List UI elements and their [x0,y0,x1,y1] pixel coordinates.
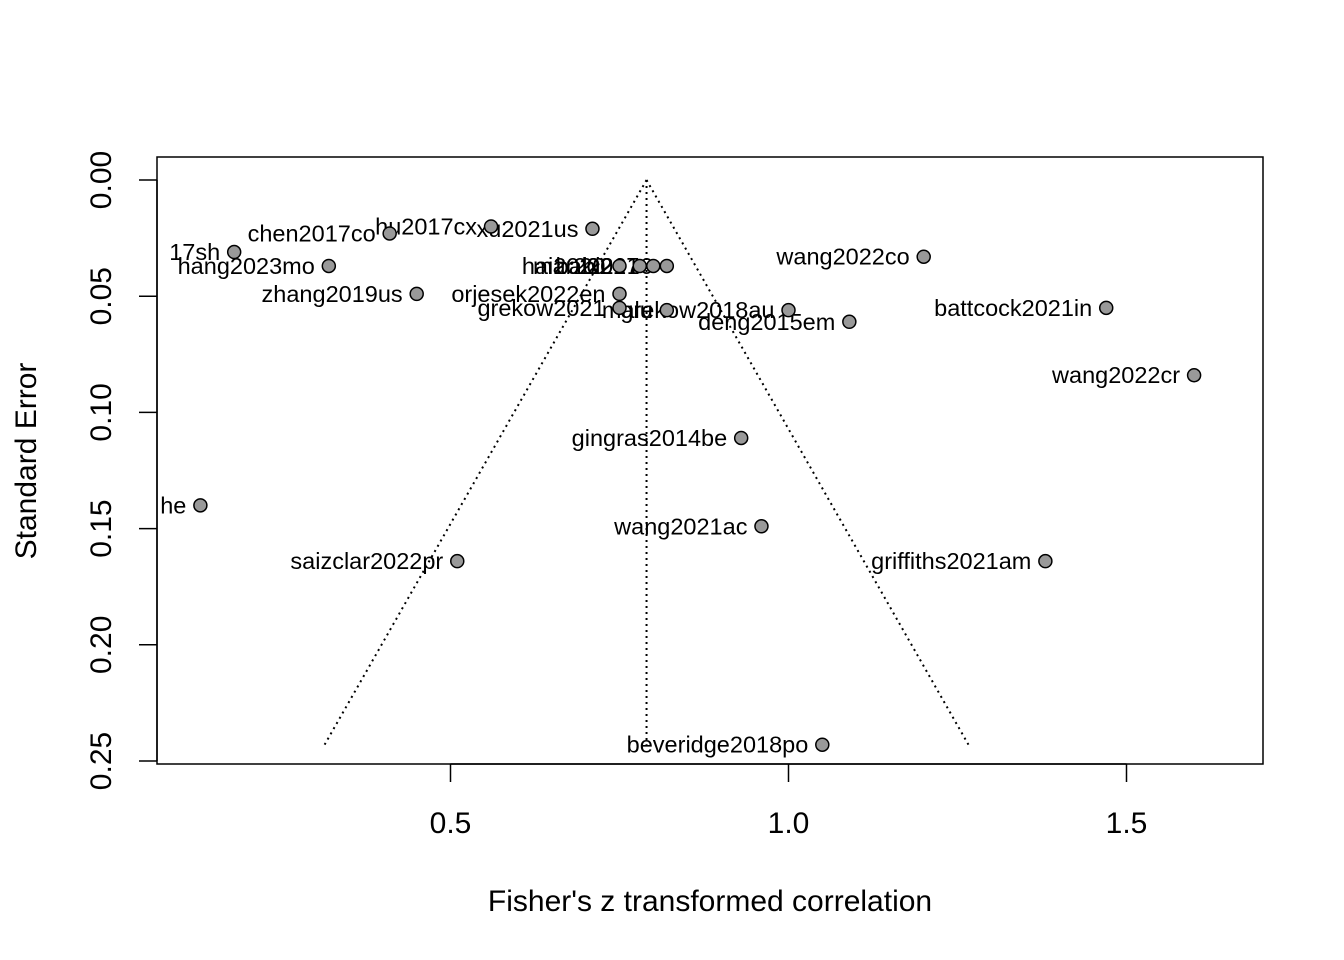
point-label: hang2023mo [178,253,315,279]
point-label: chen2017co [248,220,376,246]
data-point [585,221,600,237]
point-label: mar2021 [533,253,626,279]
data-point [226,244,242,260]
point-label: deng2015em [698,309,835,335]
data-point [646,258,661,274]
data-point [1098,300,1114,316]
data-point [842,314,857,330]
point-label: grekow2021 [477,295,605,321]
point-label: saizclar2022pr [290,548,443,574]
data-point [382,226,397,241]
data-point [781,302,796,318]
y-axis: 0.00 0.05 0.10 0.15 0.20 0.25 [85,151,158,790]
x-tick-label: 1.5 [1106,807,1148,840]
point-label: wang2021ac [613,513,748,539]
data-point [612,258,627,274]
point-label: malu [602,297,653,323]
x-axis: 0.5 1.0 1.5 [430,763,1148,840]
point-label: wang2022cr [1051,362,1180,388]
y-tick-label: 0.00 [85,151,118,209]
data-point [916,249,931,264]
y-tick-label: 0.15 [85,499,118,557]
plot-area: xu2021ushu2017cxchen2017co17shhang2023mo… [160,179,1202,758]
data-point [450,553,465,569]
point-label: grekow2018au [620,297,774,323]
point-label: zhang2019us [262,281,403,307]
data-point [659,302,675,318]
point-label: he [160,492,186,518]
point-label: 17sh [169,239,220,265]
x-tick-label: 0.5 [430,807,472,840]
funnel-right-line [645,179,970,746]
data-point [754,519,769,534]
point-label: gingras2014be [572,425,728,451]
data-point [1038,553,1053,569]
point-label: griffiths2021am [871,548,1031,574]
point-label: hai2020 [522,253,606,279]
y-tick-label: 0.05 [85,267,118,325]
data-point [733,430,749,446]
data-point [1186,367,1202,383]
data-point [409,286,424,302]
data-point [612,300,627,316]
y-tick-label: 0.20 [85,616,118,674]
data-point [632,258,648,274]
data-point [612,286,627,302]
point-label: orjesek2022en [451,281,605,307]
data-point [659,258,675,274]
x-axis-title: Fisher's z transformed correlation [488,885,932,918]
point-label: beveridge2018po [627,732,809,758]
data-point [321,258,337,274]
data-point [193,498,208,513]
point-label: battcock2021in [934,295,1092,321]
y-tick-label: 0.10 [85,383,118,441]
funnel-left-line [323,179,648,746]
point-label: wang2022co [775,244,909,270]
x-tick-label: 1.0 [768,807,810,840]
y-axis-title: Standard Error [10,363,43,560]
data-point [815,737,830,752]
data-point [483,219,499,234]
y-tick-label: 0.25 [85,732,118,790]
